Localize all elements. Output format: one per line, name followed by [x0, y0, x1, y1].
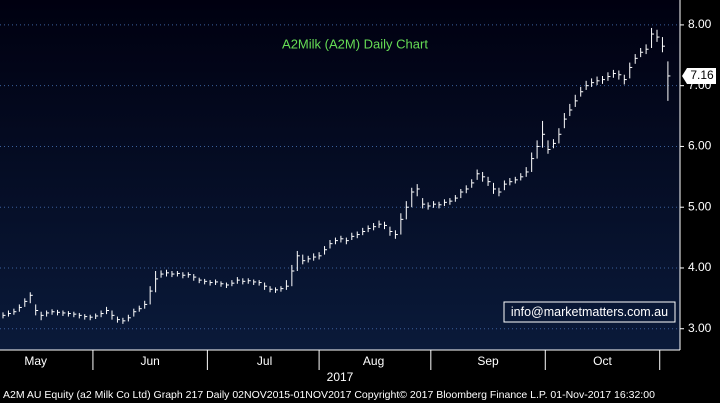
y-tick-label: 6.00 — [688, 139, 712, 153]
plot-area — [0, 0, 680, 350]
x-tick-label: Sep — [477, 354, 499, 368]
last-price-tag — [682, 67, 716, 84]
x-tick-label: May — [24, 354, 47, 368]
chart-title: A2Milk (A2M) Daily Chart — [282, 36, 428, 51]
last-price-label: 7.16 — [690, 68, 714, 82]
x-tick-label: Jun — [140, 354, 159, 368]
x-tick-label: Oct — [593, 354, 612, 368]
x-axis-label: 2017 — [327, 370, 354, 384]
x-tick-label: Jul — [257, 354, 272, 368]
watermark: info@marketmatters.com.au — [511, 305, 668, 319]
y-tick-label: 3.00 — [688, 321, 712, 335]
y-tick-label: 5.00 — [688, 199, 712, 213]
footer: A2M AU Equity (a2 Milk Co Ltd) Graph 217… — [3, 389, 655, 401]
y-tick-label: 8.00 — [688, 17, 712, 31]
x-tick-label: Aug — [363, 354, 384, 368]
y-tick-label: 4.00 — [688, 260, 712, 274]
watermark-box — [503, 301, 676, 323]
